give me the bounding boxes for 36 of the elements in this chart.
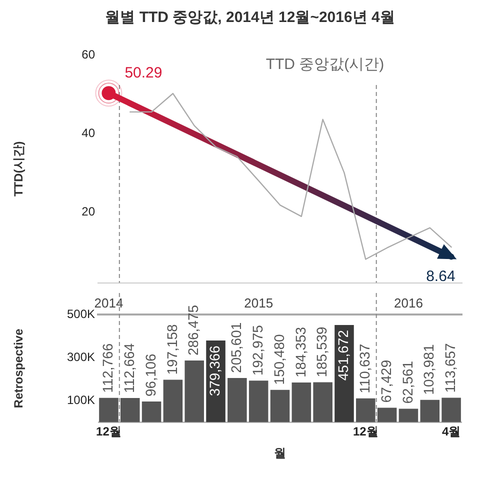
y-tick-label: 500K bbox=[66, 306, 95, 321]
x-tick-label: 12월 bbox=[96, 424, 122, 439]
x-tick-label: 4월 bbox=[442, 424, 461, 439]
data-label: 205,601 bbox=[228, 322, 244, 373]
x2-tick-label: 2016 bbox=[394, 295, 423, 310]
y-tick-label: 40 bbox=[82, 126, 96, 140]
y-axis-title: Retrospective bbox=[12, 328, 26, 408]
y-axis-title: TTD(시간) bbox=[12, 141, 26, 197]
data-label: 379,366 bbox=[206, 345, 223, 396]
data-label: 110,637 bbox=[356, 344, 373, 394]
x-tick-label: 12월 bbox=[352, 424, 378, 439]
data-label: 50.29 bbox=[124, 64, 162, 82]
data-label: 62,561 bbox=[399, 360, 416, 404]
data-label: 67,429 bbox=[378, 360, 394, 403]
data-label: 192,975 bbox=[249, 324, 266, 376]
data-label: 185,539 bbox=[314, 326, 330, 378]
data-label: 112,664 bbox=[120, 343, 137, 393]
y-tick-label: 60 bbox=[82, 47, 96, 62]
data-label: 184,353 bbox=[292, 326, 308, 378]
y-tick-label: 300K bbox=[66, 350, 95, 364]
data-label: 112,766 bbox=[100, 343, 116, 393]
y-tick-label: 100K bbox=[66, 392, 95, 407]
x2-tick-label: 2015 bbox=[244, 295, 274, 310]
x2-tick-label: 2014 bbox=[94, 295, 124, 310]
y-tick-label: 20 bbox=[82, 204, 96, 218]
data-label: 150,480 bbox=[270, 334, 287, 385]
x-axis-title: 월 bbox=[274, 446, 286, 460]
data-label: 96,106 bbox=[142, 353, 158, 397]
data-label: 8.64 bbox=[426, 268, 456, 285]
data-label: 197,158 bbox=[164, 324, 180, 375]
data-label: 113,657 bbox=[442, 342, 458, 393]
text: TTD 중앙값(시간) bbox=[266, 56, 384, 74]
chart-title: 월별 TTD 중앙값, 2014년 12월~2016년 4월 bbox=[104, 8, 396, 27]
data-label: 286,475 bbox=[185, 304, 202, 356]
data-label: 103,981 bbox=[420, 344, 437, 395]
data-label: 451,672 bbox=[335, 330, 352, 381]
